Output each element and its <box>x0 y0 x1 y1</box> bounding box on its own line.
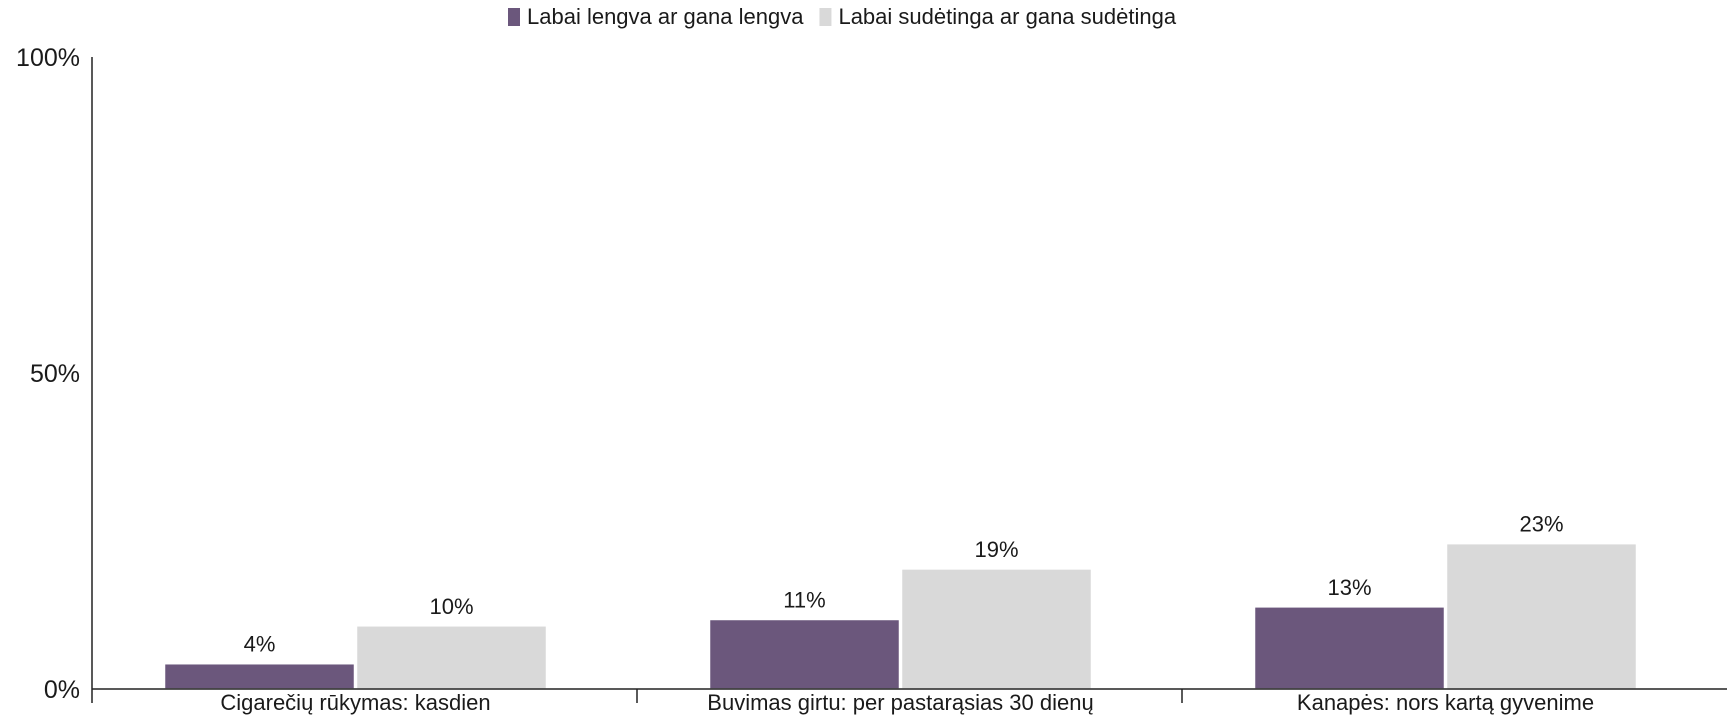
y-tick-label: 50% <box>30 360 80 388</box>
data-label: 13% <box>1327 575 1371 600</box>
legend-swatch <box>508 8 520 26</box>
data-label: 19% <box>974 537 1018 562</box>
y-tick-label: 0% <box>44 676 80 704</box>
data-label: 10% <box>429 594 473 619</box>
data-labels: 4% 10% 11% 19% 13% 23% <box>244 512 1564 657</box>
legend-label: Labai lengva ar gana lengva <box>527 4 804 29</box>
legend-label: Labai sudėtinga ar gana sudėtinga <box>838 4 1176 29</box>
bar-easy <box>708 618 901 690</box>
y-tick-label: 100% <box>16 44 80 72</box>
bars <box>163 542 1638 690</box>
legend: Labai lengva ar gana lengva Labai sudėtin… <box>508 4 1177 29</box>
x-tick-label: Buvimas girtu: per pastarąsias 30 dienų <box>707 690 1093 715</box>
bar-difficult <box>1445 542 1638 690</box>
x-tick-label: Kanapės: nors kartą gyvenime <box>1297 690 1594 715</box>
data-label: 23% <box>1519 512 1563 537</box>
bar-difficult <box>900 568 1093 690</box>
bar-easy <box>163 662 356 690</box>
data-label: 11% <box>783 587 825 612</box>
legend-swatch <box>819 8 832 26</box>
bar-easy <box>1253 606 1446 690</box>
axes: 0% 50% 100% Cigarečių rūkymas: kasdien Buvim… <box>16 44 1727 715</box>
bar-difficult <box>355 625 548 690</box>
data-label: 4% <box>244 632 276 657</box>
x-tick-label: Cigarečių rūkymas: kasdien <box>220 690 490 715</box>
